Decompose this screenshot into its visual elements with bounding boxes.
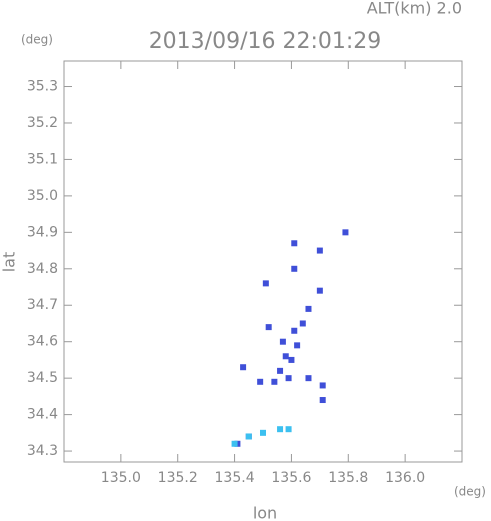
echo-point bbox=[282, 353, 289, 360]
plot-frame bbox=[63, 60, 463, 463]
echo-point bbox=[319, 397, 326, 404]
echo-point bbox=[291, 327, 298, 334]
echo-point bbox=[342, 229, 349, 236]
x-tick-label: 135.6 bbox=[271, 470, 311, 486]
y-tick-label: 35.2 bbox=[27, 115, 58, 131]
echo-point bbox=[277, 367, 284, 374]
echo-point bbox=[271, 378, 278, 385]
x-tick-label: 135.0 bbox=[101, 470, 141, 486]
y-tick-label: 35.1 bbox=[27, 151, 58, 167]
echo-point bbox=[288, 356, 295, 363]
y-tick-label: 34.5 bbox=[27, 370, 58, 386]
echo-point bbox=[257, 378, 264, 385]
echo-point bbox=[279, 338, 286, 345]
echo-point bbox=[262, 280, 269, 287]
echo-point bbox=[291, 240, 298, 247]
y-tick-label: 34.3 bbox=[27, 443, 58, 459]
echo-point bbox=[260, 429, 266, 436]
y-unit: (deg) bbox=[21, 33, 53, 47]
echo-point bbox=[294, 342, 301, 349]
echo-point bbox=[316, 247, 323, 254]
y-axis-label: lat bbox=[0, 252, 19, 273]
x-tick-label: 136.0 bbox=[385, 470, 425, 486]
echo-point bbox=[285, 426, 292, 433]
y-tick-label: 34.4 bbox=[27, 407, 58, 423]
x-tick-label: 135.2 bbox=[158, 470, 198, 486]
echo-point bbox=[240, 364, 247, 371]
y-tick-label: 34.7 bbox=[27, 297, 58, 313]
echo-point bbox=[277, 426, 284, 433]
y-tick-label: 34.9 bbox=[27, 224, 58, 240]
echo-point bbox=[245, 433, 252, 440]
echo-point bbox=[291, 265, 298, 272]
echo-point bbox=[265, 324, 272, 331]
echo-point bbox=[231, 440, 238, 447]
x-axis-label: lon bbox=[253, 504, 277, 521]
y-tick-label: 34.6 bbox=[27, 334, 58, 350]
echo-point bbox=[316, 287, 323, 294]
echo-point bbox=[299, 320, 306, 327]
chart-title: 2013/09/16 22:01:29 bbox=[149, 29, 382, 54]
echo-point bbox=[319, 382, 326, 389]
x-tick-label: 135.8 bbox=[328, 470, 368, 486]
chart-subtitle: ALT(km) 2.0 bbox=[367, 0, 462, 18]
y-tick-label: 35.0 bbox=[27, 188, 58, 204]
echo-point bbox=[305, 305, 312, 312]
y-tick-label: 35.3 bbox=[27, 79, 58, 95]
echo-point bbox=[305, 375, 312, 382]
echo-point bbox=[285, 375, 292, 382]
x-unit: (deg) bbox=[454, 485, 486, 499]
x-tick-label: 135.4 bbox=[215, 470, 255, 486]
y-tick-label: 34.8 bbox=[27, 261, 58, 277]
